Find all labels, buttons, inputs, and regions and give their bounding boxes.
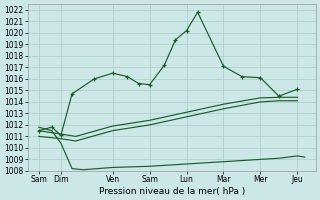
X-axis label: Pression niveau de la mer( hPa ): Pression niveau de la mer( hPa ) [99, 187, 245, 196]
